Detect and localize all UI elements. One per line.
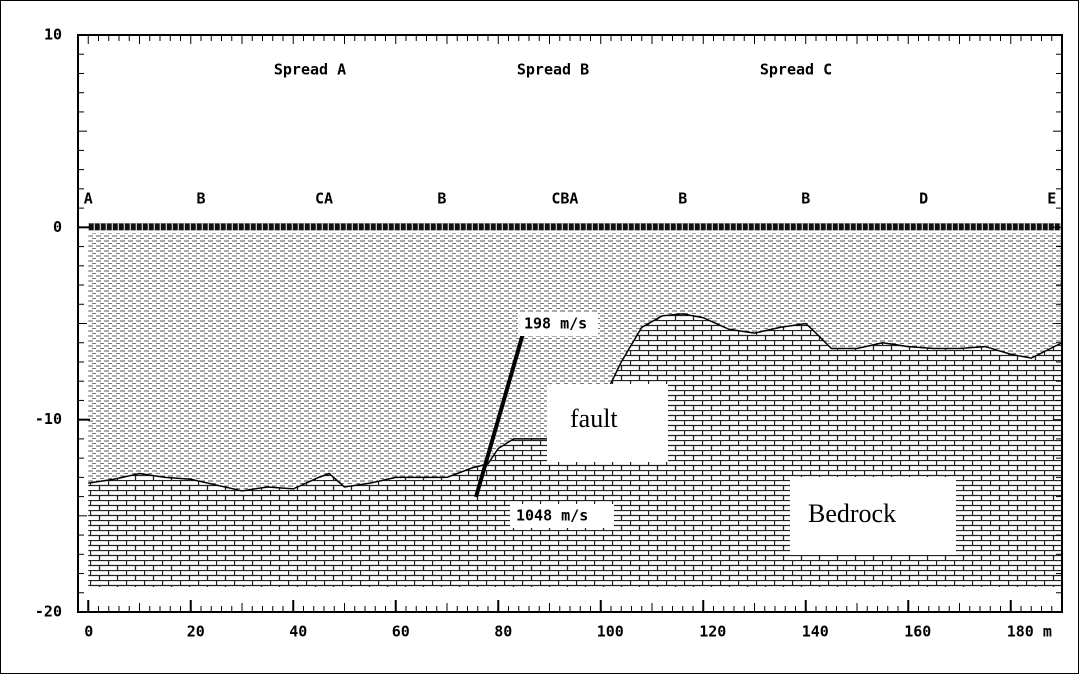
chart: Spread A Spread B Spread C A B CA B CBA B B D E 198 … — [0, 0, 1079, 674]
y-tick-label: -20 — [35, 603, 62, 621]
x-tick-label: 120 — [699, 623, 726, 641]
bedrock-label: Bedrock — [808, 499, 896, 528]
shot-point-label: B — [678, 190, 687, 208]
x-tick-label: 60 — [392, 623, 410, 641]
x-tick-label: 140 — [802, 623, 829, 641]
shot-point-label: B — [437, 190, 446, 208]
x-tick-label: 180 m — [1007, 623, 1052, 641]
x-tick-label: 100 — [597, 623, 624, 641]
x-tick-label: 0 — [84, 623, 93, 641]
x-tick-label: 20 — [187, 623, 205, 641]
shot-point-label: CA — [315, 190, 333, 208]
spread-label: Spread A — [274, 61, 346, 79]
velocity-label: 198 m/s — [524, 315, 587, 333]
velocity-label: 1048 m/s — [516, 507, 588, 525]
x-tick-label: 80 — [494, 623, 512, 641]
y-tick-label: 0 — [53, 218, 62, 236]
shot-point-label: CBA — [551, 190, 578, 208]
spread-label: Spread C — [760, 61, 832, 79]
x-tick-label: 160 — [904, 623, 931, 641]
shot-point-label: D — [919, 190, 928, 208]
fault-label: fault — [570, 404, 618, 433]
spread-label: Spread B — [517, 61, 589, 79]
shot-point-label: B — [801, 190, 810, 208]
shot-point-label: B — [196, 190, 205, 208]
shot-point-label: A — [84, 190, 93, 208]
y-tick-label: 10 — [44, 26, 62, 44]
shot-point-label: E — [1047, 190, 1056, 208]
y-tick-label: -10 — [35, 410, 62, 428]
x-tick-label: 40 — [289, 623, 307, 641]
